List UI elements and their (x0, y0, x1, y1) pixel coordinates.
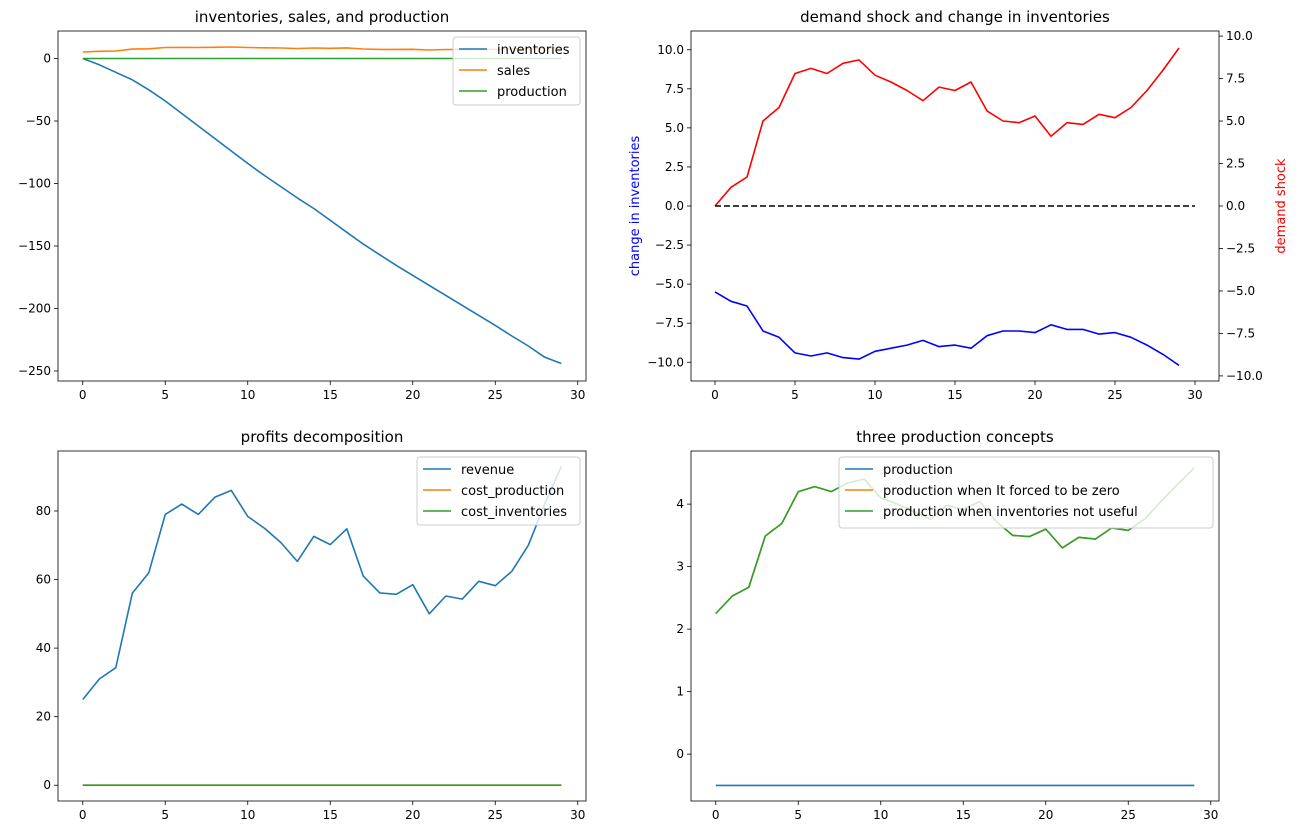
legend-label: inventories (497, 43, 570, 58)
x-tick-label: 10 (240, 808, 255, 822)
x-tick-label: 25 (488, 808, 503, 822)
legend-label: production (883, 463, 953, 478)
y-tick-label: −200 (18, 302, 51, 316)
x-tick-label: 25 (1121, 808, 1136, 822)
chart-1: inventories, sales, and production 0 5 10 15… (18, 8, 587, 402)
x-tick-label: 0 (711, 388, 719, 402)
y-right-tick-label: −10.0 (1226, 369, 1263, 383)
series-line-inventories (82, 57, 562, 365)
legend-label: revenue (461, 463, 514, 478)
x-tick-label: 30 (1187, 388, 1202, 402)
y-right-tick-label: −5.0 (1226, 284, 1255, 298)
y-tick-label: −250 (18, 364, 51, 378)
legend: production production when It forced to b… (838, 456, 1214, 529)
x-tick-label: 10 (873, 808, 888, 822)
legend-label: cost_production (461, 484, 564, 499)
chart-title: profits decomposition (241, 428, 404, 446)
x-tick-label: 10 (240, 388, 255, 402)
y-tick-label: 10.0 (657, 43, 684, 57)
y-right-tick-label: −2.5 (1226, 241, 1255, 255)
legend-label: sales (497, 64, 530, 79)
series-line-change-in-inventories (714, 291, 1180, 367)
x-tick-label: 15 (323, 808, 338, 822)
axes-frame (57, 30, 587, 382)
x-tick-label: 5 (161, 808, 169, 822)
y-tick-label: −2.5 (655, 238, 684, 252)
x-tick-label: 0 (79, 388, 87, 402)
y-axis-label: change in inventories (628, 136, 643, 277)
y-tick-label: −10.0 (647, 355, 684, 369)
x-tick-label: 5 (161, 388, 169, 402)
legend-box (452, 36, 581, 106)
x-tick-label: 30 (1203, 808, 1218, 822)
y-tick-label: 20 (36, 710, 51, 724)
y-tick-label: 2 (676, 622, 684, 636)
x-tick-label: 20 (1038, 808, 1053, 822)
y-tick-label: −50 (26, 114, 51, 128)
series-line-demand-shock (714, 47, 1180, 207)
y-tick-label: 1 (676, 685, 684, 699)
x-tick-label: 15 (947, 388, 962, 402)
x-tick-label: 0 (79, 808, 87, 822)
legend: inventories sales production (452, 36, 581, 106)
x-tick-label: 5 (791, 388, 799, 402)
chart-title: inventories, sales, and production (195, 8, 450, 26)
y-tick-label: −100 (18, 177, 51, 191)
y-right-tick-label: 5.0 (1226, 114, 1245, 128)
y-tick-label: −7.5 (655, 316, 684, 330)
legend-label: production when It forced to be zero (883, 484, 1120, 499)
axes-frame (57, 450, 587, 802)
y-tick-label: 60 (36, 573, 51, 587)
axes-frame (690, 30, 1220, 382)
y-tick-label: 0 (676, 747, 684, 761)
y-tick-label: 2.5 (665, 160, 684, 174)
x-tick-label: 30 (570, 808, 585, 822)
y-tick-label: −5.0 (655, 277, 684, 291)
x-tick-label: 0 (712, 808, 720, 822)
series-line-revenue (82, 466, 563, 701)
legend-box (838, 456, 1214, 529)
y-right-tick-label: 10.0 (1226, 29, 1253, 43)
y-tick-label: 40 (36, 641, 51, 655)
legend-label: production (497, 85, 567, 100)
legend-box (416, 456, 581, 526)
y-tick-label: 3 (676, 560, 684, 574)
y-tick-label: 7.5 (665, 82, 684, 96)
chart-title: demand shock and change in inventories (800, 8, 1110, 26)
y-tick-label: 0 (43, 778, 51, 792)
y-right-tick-label: −7.5 (1226, 326, 1255, 340)
y-tick-label: 0.0 (665, 199, 684, 213)
y-tick-label: −150 (18, 239, 51, 253)
chart-3: profits decomposition 0 5 10 15 20 25 30 80 60 40 2… (36, 428, 587, 822)
x-tick-label: 25 (488, 388, 503, 402)
x-tick-label: 20 (405, 388, 420, 402)
x-tick-label: 5 (794, 808, 802, 822)
chart-2: demand shock and change in inventories 0 5… (628, 8, 1289, 402)
legend: revenue cost_production cost_inventories (416, 456, 581, 526)
legend-label: production when inventories not useful (883, 505, 1138, 520)
legend-label: cost_inventories (461, 505, 567, 520)
y-tick-label: 80 (36, 504, 51, 518)
y-right-axis-label: demand shock (1274, 158, 1289, 254)
axes-frame (690, 450, 1220, 802)
y-tick-label: 5.0 (665, 121, 684, 135)
x-tick-label: 25 (1107, 388, 1122, 402)
y-right-tick-label: 0.0 (1226, 199, 1245, 213)
x-tick-label: 30 (570, 388, 585, 402)
x-tick-label: 15 (956, 808, 971, 822)
y-right-tick-label: 7.5 (1226, 72, 1245, 86)
x-tick-label: 15 (323, 388, 338, 402)
y-tick-label: 4 (676, 497, 684, 511)
x-tick-label: 10 (867, 388, 882, 402)
x-tick-label: 20 (405, 808, 420, 822)
x-tick-label: 20 (1027, 388, 1042, 402)
chart-title: three production concepts (856, 428, 1054, 446)
y-tick-label: 0 (43, 52, 51, 66)
y-right-tick-label: 2.5 (1226, 157, 1245, 171)
